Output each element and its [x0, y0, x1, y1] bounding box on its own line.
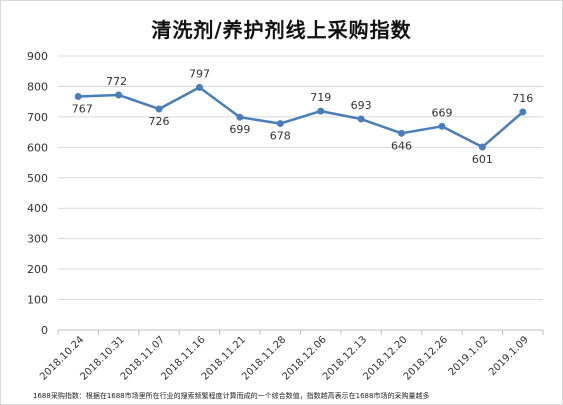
- data-point: [438, 122, 446, 130]
- data-label: 601: [472, 153, 493, 166]
- y-tick-label: 400: [27, 202, 48, 215]
- x-axis: 2018.10.242018.10.312018.11.072018.11.16…: [38, 329, 544, 383]
- data-label: 693: [351, 99, 372, 112]
- y-tick-label: 600: [27, 141, 48, 154]
- y-tick-label: 900: [27, 50, 48, 63]
- data-label: 719: [310, 91, 331, 104]
- gridlines: [58, 55, 543, 301]
- data-label: 772: [106, 75, 127, 88]
- data-label: 669: [431, 106, 452, 119]
- y-tick-label: 300: [27, 233, 48, 246]
- y-tick-label: 100: [27, 294, 48, 307]
- x-tick-label: 2019.1.02: [447, 334, 491, 378]
- data-label: 797: [189, 67, 210, 80]
- data-label: 678: [270, 130, 291, 143]
- data-labels: 767 772 726 797 699 678 719 693 646 669 601 716: [72, 67, 534, 166]
- data-label: 646: [391, 139, 412, 152]
- data-point: [236, 113, 244, 121]
- data-label: 699: [229, 123, 250, 136]
- data-point: [398, 129, 406, 137]
- data-point: [155, 105, 163, 113]
- footnote: 1688采购指数：根据在1688市场里所在行业的搜索频繁程度计算而成的一个综合数…: [33, 392, 430, 400]
- y-tick-label: 800: [27, 80, 48, 93]
- data-point: [115, 91, 123, 99]
- series-polyline: [78, 86, 524, 149]
- data-point: [74, 92, 82, 100]
- data-label: 767: [72, 102, 93, 115]
- y-tick-label: 500: [27, 172, 48, 185]
- data-point: [519, 108, 527, 116]
- data-point: [195, 83, 203, 91]
- data-label: 716: [512, 92, 533, 105]
- y-axis: 0 100 200 300 400 500 600 700 800 900: [27, 50, 48, 337]
- series-line: [74, 83, 527, 151]
- data-point: [357, 115, 365, 123]
- y-tick-label: 0: [41, 324, 48, 337]
- data-point: [317, 107, 325, 115]
- data-point: [478, 143, 486, 151]
- chart-title: 清洗剂/养护剂线上采购指数: [151, 18, 412, 42]
- data-label: 726: [149, 115, 170, 128]
- x-tick-label: 2019.1.09: [487, 334, 531, 378]
- y-tick-label: 200: [27, 263, 48, 276]
- data-point: [276, 120, 284, 128]
- y-tick-label: 700: [27, 111, 48, 124]
